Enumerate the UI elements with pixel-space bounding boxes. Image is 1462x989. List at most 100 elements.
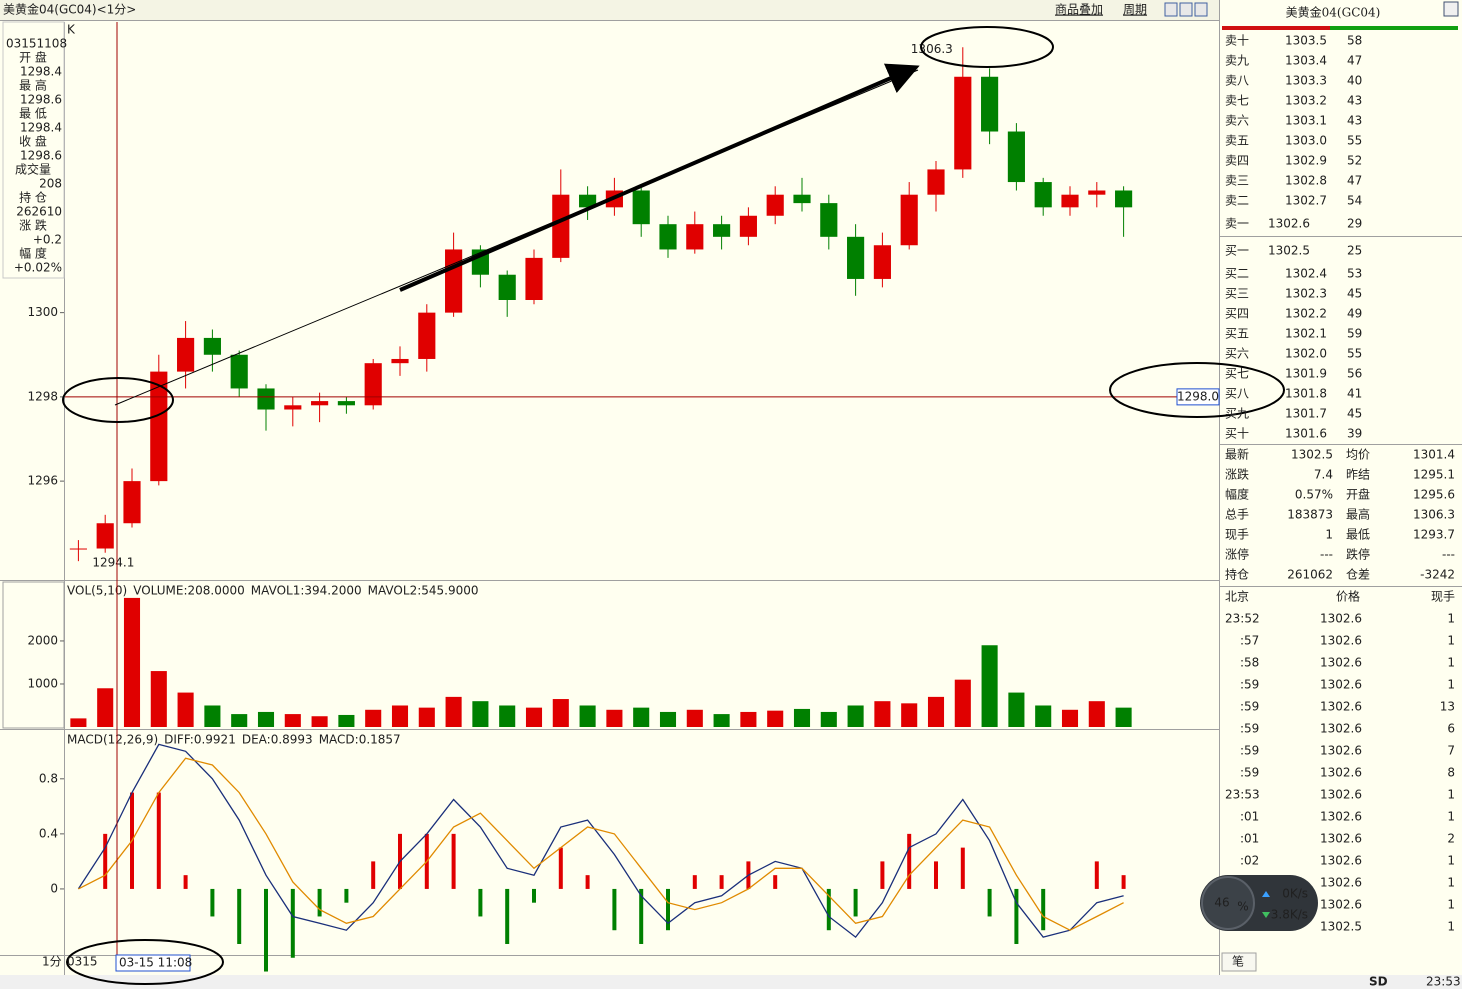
stat-value: 1293.7 (1413, 528, 1455, 542)
tick-price: 1302.6 (1320, 722, 1362, 736)
candle-body (954, 76, 972, 170)
icon-button[interactable] (1179, 2, 1193, 17)
macd-bar (237, 888, 242, 944)
macd-bar (639, 888, 644, 944)
book-price: 1302.0 (1285, 347, 1327, 361)
candle-body (927, 169, 945, 195)
book-label: 卖六 (1225, 114, 1249, 128)
book-volume: 53 (1347, 267, 1362, 281)
stat-value: 1302.5 (1291, 448, 1333, 462)
tick-price: 1302.6 (1320, 700, 1362, 714)
volume-bar (499, 705, 516, 727)
candle-body (1088, 190, 1106, 195)
stat-value: 1301.4 (1413, 448, 1455, 462)
info-label: 幅 度 (19, 246, 47, 261)
candle-body (1115, 190, 1133, 208)
macd-bar (692, 875, 697, 889)
toolbar (0, 0, 1219, 20)
stat-label: 最新 (1225, 447, 1249, 462)
info-label: 开 盘 (19, 50, 47, 65)
highlight-ellipse (1109, 362, 1285, 418)
icon-button[interactable] (1194, 2, 1208, 17)
stat-label: 涨跌 (1225, 467, 1249, 482)
stat-label: 涨停 (1225, 547, 1249, 562)
book-label: 卖七 (1225, 94, 1249, 108)
book-price: 1303.3 (1285, 74, 1327, 88)
legend-entry: MACD(12,26,9) (67, 733, 158, 747)
tick-price: 1302.6 (1320, 744, 1362, 758)
status-bar (0, 975, 1462, 989)
book-volume: 54 (1347, 194, 1362, 208)
stat-label: 最高 (1346, 507, 1370, 522)
book-label: 买十 (1225, 427, 1249, 441)
candle-body (203, 337, 221, 355)
info-value: 208 (39, 177, 62, 191)
volume-bar (606, 709, 623, 727)
book-volume: 55 (1347, 134, 1362, 148)
candle-body (686, 224, 704, 250)
book-price: 1302.2 (1285, 307, 1327, 321)
book-price: 1302.1 (1285, 327, 1327, 341)
book-price: 1302.6 (1268, 217, 1310, 231)
book-volume: 49 (1347, 307, 1362, 321)
volume-bar (767, 710, 784, 727)
high-label: 1306.3 (911, 42, 953, 56)
color-bar (1330, 26, 1458, 30)
candle-body (552, 194, 570, 258)
book-volume: 52 (1347, 154, 1362, 168)
y-tick-label: 0.8 (39, 771, 58, 785)
tick-volume: 1 (1447, 854, 1455, 868)
macd-bar (558, 847, 563, 889)
stat-label: 现手 (1225, 528, 1249, 542)
tick-volume: 1 (1447, 612, 1455, 626)
book-volume: 25 (1347, 244, 1362, 258)
volume-bar (257, 711, 275, 727)
macd-bar (666, 888, 670, 931)
crosshair-label: 1298.0 (1177, 389, 1219, 403)
book-label: 买二 (1225, 267, 1249, 281)
tick-price: 1302.6 (1320, 656, 1362, 670)
book-label: 卖一 (1225, 217, 1249, 231)
info-value: +0.2 (33, 233, 62, 247)
toolbar-button[interactable]: 周期 (1123, 3, 1147, 17)
net-gauge (1201, 876, 1255, 930)
macd-bar (451, 833, 456, 889)
info-label: 最 低 (19, 107, 47, 121)
book-volume: 29 (1347, 217, 1362, 231)
candle-body (847, 236, 865, 279)
tick-time: :59 (1240, 766, 1259, 780)
icon-button[interactable] (1443, 1, 1459, 17)
info-value: +0.02% (14, 261, 62, 275)
candle-body (69, 548, 87, 550)
info-box (2, 581, 65, 729)
toolbar-button[interactable]: 商品叠加 (1055, 2, 1103, 17)
volume-bar (847, 705, 864, 727)
stat-value: 7.4 (1314, 468, 1333, 482)
tick-price: 1302.6 (1320, 832, 1362, 846)
volume-bar (927, 696, 945, 727)
color-bar (1222, 26, 1330, 30)
y-tick-label: 1000 (27, 676, 58, 690)
volume-bar (472, 701, 489, 727)
icon-button[interactable] (1164, 2, 1178, 17)
tab-label[interactable]: 笔 (1232, 954, 1244, 969)
volume-bar (1115, 707, 1132, 727)
candle-body (632, 190, 650, 225)
tick-volume: 1 (1447, 920, 1455, 934)
book-volume: 40 (1347, 74, 1362, 88)
info-box (2, 21, 65, 279)
book-label: 买八 (1225, 387, 1249, 401)
crosshair-box (1176, 388, 1220, 406)
book-volume: 47 (1347, 174, 1362, 188)
info-value: 1298.6 (20, 93, 62, 107)
tab[interactable] (1221, 952, 1257, 972)
tick-volume: 13 (1440, 700, 1455, 714)
info-label: 持 仓 (19, 190, 47, 205)
macd-bar (612, 888, 617, 931)
macd-bar (585, 875, 590, 889)
tick-volume: 6 (1447, 722, 1455, 736)
volume-bar (365, 709, 382, 727)
macd-bar (505, 888, 510, 944)
